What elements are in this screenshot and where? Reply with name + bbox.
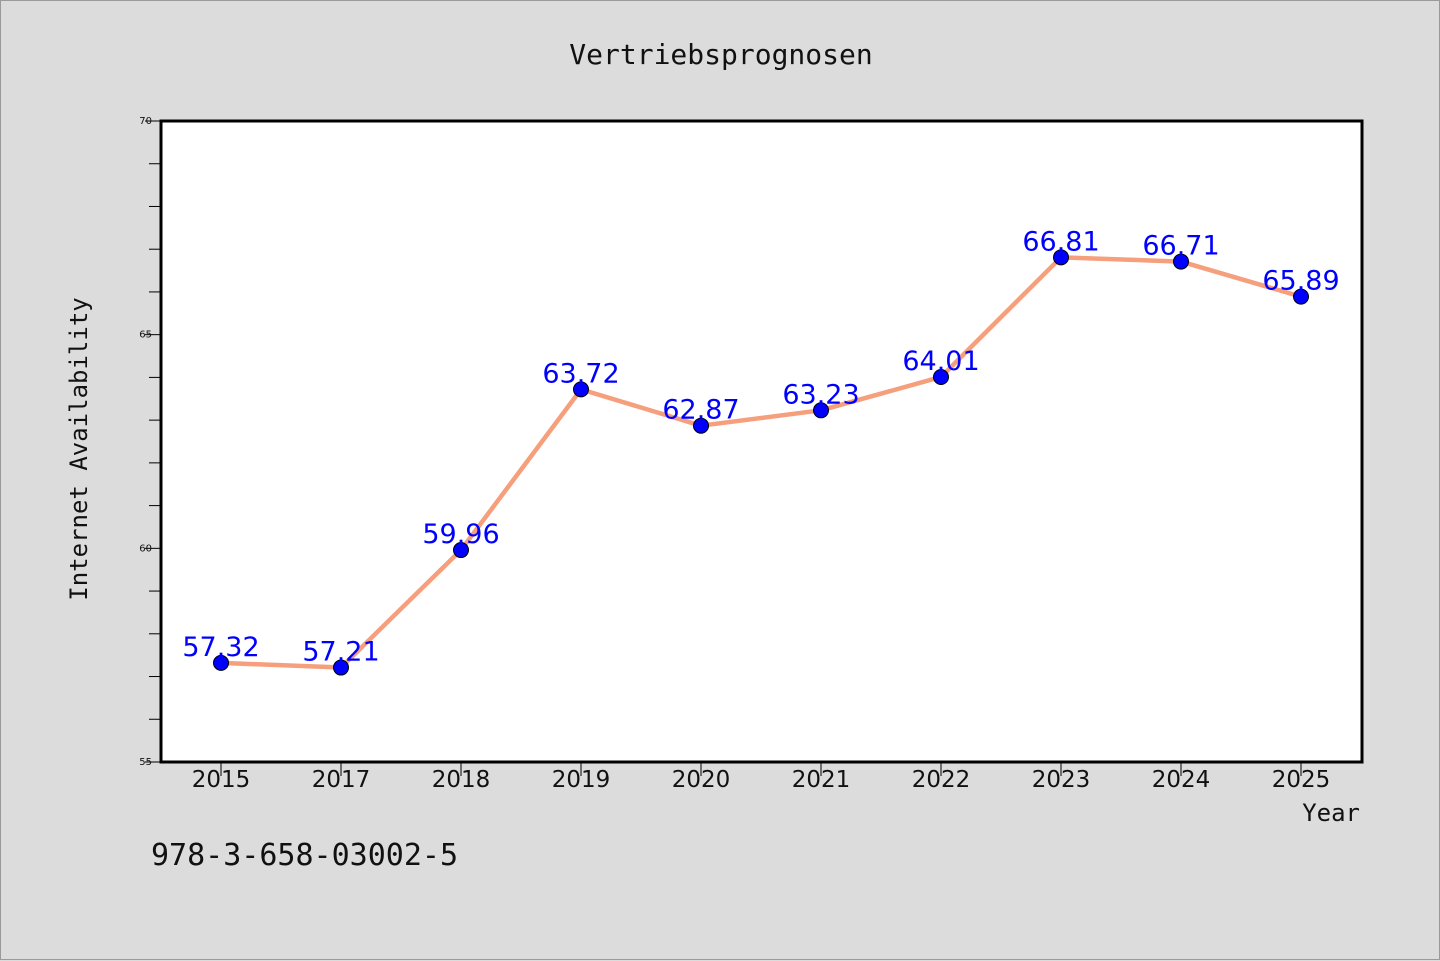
data-label: 64.01 — [902, 346, 979, 377]
y-tick-label: 60 — [139, 543, 152, 554]
x-tick-label: 2019 — [552, 767, 611, 793]
data-point — [573, 381, 589, 398]
data-label: 65.89 — [1262, 266, 1339, 297]
chart-title: Vertriebsprognosen — [569, 38, 872, 71]
data-label: 66.81 — [1022, 226, 1099, 257]
data-label: 63.72 — [542, 358, 619, 389]
x-axis-label: Year — [1302, 799, 1360, 827]
data-point — [453, 542, 469, 559]
x-axis: 2015 2017 2018 2019 2020 2021 2022 2023 2024 2025 — [192, 762, 1331, 793]
data-label: 59.96 — [422, 519, 499, 550]
data-point — [813, 402, 829, 419]
plot-area — [159, 119, 1364, 764]
data-point — [333, 659, 349, 676]
x-tick-label: 2021 — [792, 767, 851, 793]
data-point — [1053, 249, 1069, 266]
data-labels: 57.32 57.21 59.96 63.72 62.87 63.23 64.01 66.81… — [182, 226, 1339, 667]
data-point — [213, 654, 229, 671]
y-tick-label: 70 — [139, 116, 152, 127]
data-point — [933, 368, 949, 385]
x-tick-label: 2017 — [312, 767, 371, 793]
data-label: 57.32 — [182, 632, 259, 663]
x-tick-label: 2015 — [192, 767, 251, 793]
data-point — [693, 417, 709, 434]
data-label: 66.71 — [1142, 231, 1219, 262]
data-label: 62.87 — [662, 395, 739, 426]
data-point — [1293, 288, 1309, 305]
x-tick-label: 2023 — [1032, 767, 1091, 793]
data-point — [1173, 253, 1189, 270]
isbn-footnote: 978-3-658-03002-5 — [151, 838, 458, 873]
series-line-group — [213, 249, 1309, 676]
x-tick-label: 2022 — [912, 767, 971, 793]
y-tick-label: 55 — [139, 757, 152, 768]
data-label: 63.23 — [782, 379, 859, 410]
y-axis: 55 60 65 70 — [139, 116, 161, 768]
y-tick-label: 65 — [139, 330, 152, 341]
y-axis-label: Internet Availability — [65, 297, 93, 600]
x-tick-label: 2025 — [1272, 767, 1331, 793]
series-line — [218, 255, 1304, 670]
data-label: 57.21 — [302, 637, 379, 668]
x-tick-label: 2018 — [432, 767, 491, 793]
x-tick-label: 2020 — [672, 767, 731, 793]
x-tick-label: 2024 — [1152, 767, 1211, 793]
